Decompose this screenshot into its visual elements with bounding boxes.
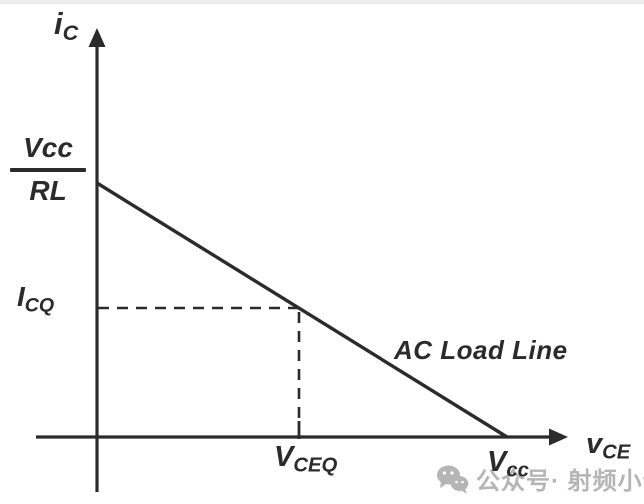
y-axis-arrow-icon [88,28,106,47]
x-axis-arrow-icon [549,428,568,446]
fraction-numerator: Vcc [23,132,73,163]
vcc-label: Vcc [487,446,529,482]
wechat-icon [437,465,469,493]
watermark-text: 公众号· 射频小馆 [476,468,644,495]
fraction-bar [10,168,86,172]
x-axis-label: vCE [586,428,631,464]
y-axis-label: iC [54,6,79,46]
load-line-label: AC Load Line [394,335,568,365]
vceq-label: VCEQ [274,441,338,477]
fraction-denominator: RL [29,175,67,206]
top-border [0,0,644,4]
icq-label: ICQ [17,281,55,317]
watermark: 公众号· 射频小馆 [436,461,644,496]
y-intercept-label: Vcc RL [8,134,88,205]
